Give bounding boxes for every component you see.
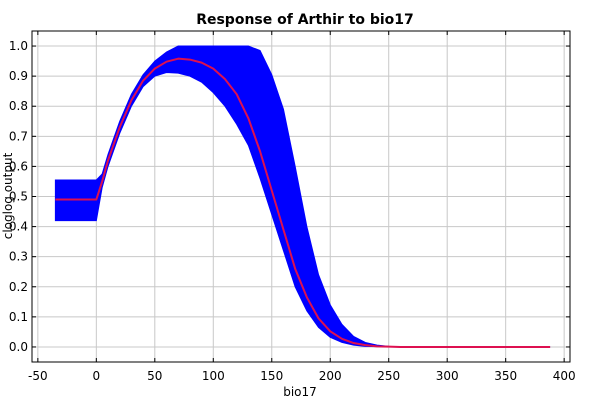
y-tick-labels: 0.0 0.1 0.2 0.3 0.4 0.5 0.6 0.7 0.8 0.9 1.0 xyxy=(9,39,28,354)
y-tick-label: 0.6 xyxy=(9,159,28,173)
x-tick-label: 200 xyxy=(319,369,342,383)
y-tick-label: 0.2 xyxy=(9,280,28,294)
x-tick-label: 250 xyxy=(377,369,400,383)
chart-title: Response of Arthir to bio17 xyxy=(196,12,414,28)
x-tick-label: 400 xyxy=(553,369,576,383)
y-tick-label: 0.4 xyxy=(9,220,28,234)
x-tick-label: 300 xyxy=(436,369,459,383)
y-tick-label: 0.3 xyxy=(9,250,28,264)
x-axis-label: bio17 xyxy=(283,385,317,399)
y-tick-label: 0.8 xyxy=(9,99,28,113)
y-tick-label: 0.5 xyxy=(9,190,28,204)
y-tick-label: 0.9 xyxy=(9,69,28,83)
y-axis-label: cloglog output xyxy=(1,152,15,239)
y-tick-label: 1.0 xyxy=(9,39,28,53)
y-tick-label: 0.7 xyxy=(9,129,28,143)
x-tick-labels: -50 0 50 100 150 200 250 300 350 400 xyxy=(28,369,576,383)
x-tick-label: 50 xyxy=(147,369,162,383)
mean-response-line xyxy=(55,57,551,348)
y-tick-label: 0.1 xyxy=(9,310,28,324)
mean-line-layer xyxy=(55,57,551,348)
y-tick-label: 0.0 xyxy=(9,340,28,354)
x-tick-label: -50 xyxy=(28,369,48,383)
x-tick-label: 150 xyxy=(260,369,283,383)
tick-layer xyxy=(32,31,570,362)
x-tick-label: 0 xyxy=(93,369,101,383)
x-tick-label: 100 xyxy=(202,369,225,383)
x-tick-label: 350 xyxy=(494,369,517,383)
